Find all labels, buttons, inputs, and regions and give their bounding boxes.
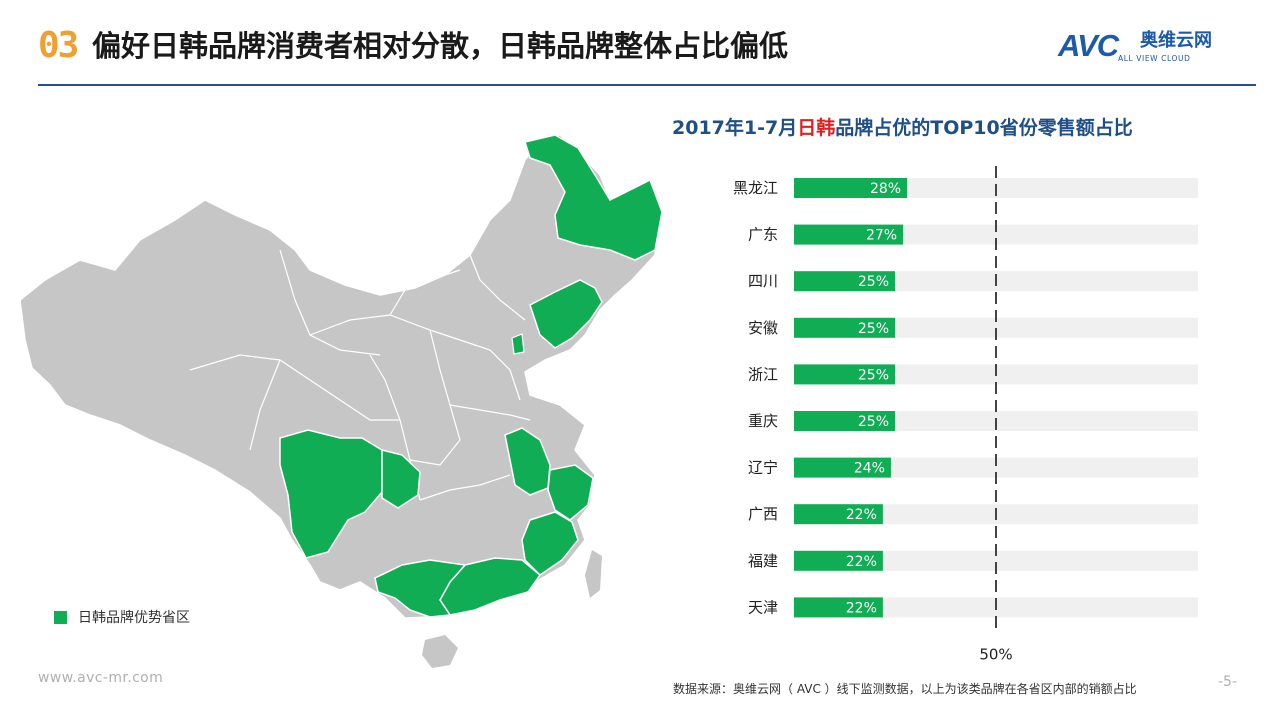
legend-label: 日韩品牌优势省区 — [78, 610, 190, 626]
bar — [794, 457, 891, 478]
header-divider — [38, 84, 1256, 86]
value-label: 28% — [870, 181, 901, 197]
page-number: -5- — [1218, 674, 1238, 690]
map-province-sichuan — [279, 429, 391, 559]
bar-track — [794, 457, 1198, 478]
category-label: 安徽 — [748, 319, 778, 337]
chart-title-highlight: 日韩 — [797, 117, 836, 139]
bar — [794, 178, 908, 198]
map-boundaries — [189, 249, 531, 501]
bar — [794, 317, 895, 338]
category-label: 黑龙江 — [733, 179, 778, 197]
map-province-guangxi — [374, 559, 467, 618]
footer-url: www.avc-mr.com — [38, 670, 164, 686]
china-map — [19, 134, 663, 668]
reference-label: 50% — [979, 645, 1012, 660]
logo-name-en: ALL VIEW CLOUD — [1118, 54, 1191, 63]
bar — [794, 597, 883, 618]
bar — [794, 504, 883, 525]
category-label: 浙江 — [748, 365, 778, 383]
bar — [794, 224, 904, 245]
map-province-liaoning — [529, 279, 603, 349]
map-province-fujian — [521, 511, 579, 576]
category-label: 广西 — [748, 505, 778, 523]
value-label: 22% — [846, 600, 877, 616]
map-province-chongqing — [381, 449, 421, 509]
bar — [794, 271, 895, 292]
category-label: 福建 — [748, 552, 778, 570]
value-label: 27% — [866, 228, 897, 244]
category-label: 天津 — [748, 598, 778, 616]
logo-mark: AVC — [1058, 28, 1119, 63]
chart-title-suffix: 品牌占优的TOP10省份零售额占比 — [835, 117, 1133, 139]
value-label: 25% — [858, 321, 889, 337]
page-title: 偏好日韩品牌消费者相对分散，日韩品牌整体占比偏低 — [92, 29, 789, 63]
map-base-mainland — [19, 134, 661, 619]
bar-chart: 黑龙江 28% 广东 27% 四川 25% 安徽 25% 浙江 25% 重庆 25% 辽宁 24% 广西 22… — [733, 166, 1198, 660]
bar — [794, 411, 895, 431]
category-label: 辽宁 — [748, 459, 778, 477]
bar — [794, 364, 895, 385]
map-province-zhejiang — [547, 464, 594, 521]
map-province-heilongjiang — [524, 134, 663, 261]
value-label: 22% — [846, 507, 877, 523]
source-note: 数据来源：奥维云网（ AVC ）线下监测数据，以上为该类品牌在各省区内部的销额占… — [673, 682, 1137, 696]
value-label: 22% — [846, 554, 877, 570]
bar-track — [794, 550, 1198, 571]
chart-title: 2017年1-7月日韩品牌占优的TOP10省份零售额占比 — [672, 113, 1133, 143]
category-label: 重庆 — [748, 412, 778, 430]
legend-swatch — [54, 611, 67, 624]
header: 03 偏好日韩品牌消费者相对分散，日韩品牌整体占比偏低 AVC 奥维云网 ALL… — [0, 0, 1280, 90]
value-label: 24% — [854, 461, 885, 477]
logo-name-cn: 奥维云网 — [1140, 30, 1212, 51]
bar — [794, 550, 883, 571]
map-base-hainan — [422, 635, 458, 668]
value-label: 25% — [858, 274, 889, 290]
chart-title-prefix: 2017年1-7月 — [672, 117, 798, 139]
category-label: 广东 — [748, 226, 778, 244]
section-number: 03 — [38, 25, 79, 66]
map-province-tianjin — [511, 333, 525, 355]
category-label: 四川 — [748, 272, 778, 290]
value-label: 25% — [858, 414, 889, 430]
map-base-taiwan — [585, 550, 602, 598]
value-label: 25% — [858, 367, 889, 383]
avc-logo: AVC 奥维云网 ALL VIEW CLOUD — [1058, 28, 1258, 68]
